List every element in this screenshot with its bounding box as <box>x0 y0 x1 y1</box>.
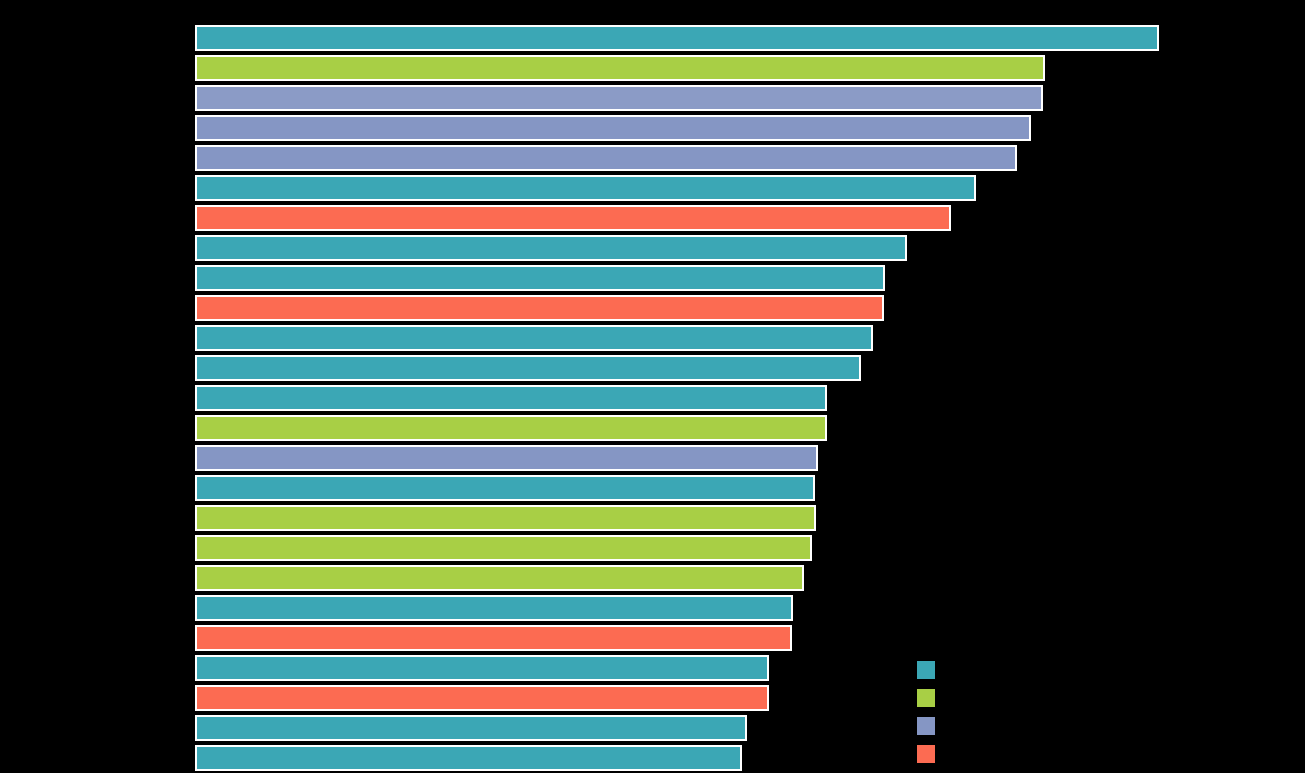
bar[interactable] <box>195 415 827 441</box>
bar-row <box>0 112 1305 142</box>
bar[interactable] <box>195 595 793 621</box>
bar[interactable] <box>195 625 792 651</box>
bar[interactable] <box>195 715 747 741</box>
legend-item[interactable] <box>917 689 937 717</box>
legend-item[interactable] <box>917 717 937 745</box>
bar[interactable] <box>195 445 818 471</box>
bar-row <box>0 622 1305 652</box>
bar-row <box>0 52 1305 82</box>
bar-row <box>0 262 1305 292</box>
legend-item[interactable] <box>917 745 937 773</box>
bar-row <box>0 382 1305 412</box>
bar[interactable] <box>195 655 769 681</box>
bar[interactable] <box>195 25 1159 51</box>
bar[interactable] <box>195 85 1043 111</box>
bar[interactable] <box>195 355 861 381</box>
bar-row <box>0 352 1305 382</box>
bar-row <box>0 682 1305 712</box>
legend-swatch-icon <box>917 689 935 707</box>
bar-row <box>0 202 1305 232</box>
bar[interactable] <box>195 295 884 321</box>
bar-row <box>0 532 1305 562</box>
legend-swatch-icon <box>917 717 935 735</box>
bar[interactable] <box>195 325 873 351</box>
bar[interactable] <box>195 535 812 561</box>
bar-row <box>0 232 1305 262</box>
bar[interactable] <box>195 115 1031 141</box>
bar[interactable] <box>195 475 815 501</box>
bar-row <box>0 172 1305 202</box>
bar[interactable] <box>195 505 816 531</box>
bar[interactable] <box>195 265 885 291</box>
bar-row <box>0 442 1305 472</box>
bar-row <box>0 412 1305 442</box>
legend-swatch-icon <box>917 661 935 679</box>
legend-item[interactable] <box>917 661 937 689</box>
bar[interactable] <box>195 565 804 591</box>
bar[interactable] <box>195 685 769 711</box>
bar-row <box>0 142 1305 172</box>
bar[interactable] <box>195 145 1017 171</box>
bar-row <box>0 322 1305 352</box>
bar-row <box>0 562 1305 592</box>
bar[interactable] <box>195 175 976 201</box>
bar-row <box>0 712 1305 742</box>
bar[interactable] <box>195 385 827 411</box>
bar-row <box>0 472 1305 502</box>
bar-row <box>0 82 1305 112</box>
bar[interactable] <box>195 205 951 231</box>
bar-row <box>0 742 1305 772</box>
chart-legend <box>917 661 937 773</box>
bar-row <box>0 592 1305 622</box>
bar-row <box>0 22 1305 52</box>
bar-row <box>0 292 1305 322</box>
bar[interactable] <box>195 55 1045 81</box>
bar[interactable] <box>195 235 907 261</box>
bar-row <box>0 652 1305 682</box>
bar[interactable] <box>195 745 742 771</box>
legend-swatch-icon <box>917 745 935 763</box>
bar-row <box>0 502 1305 532</box>
